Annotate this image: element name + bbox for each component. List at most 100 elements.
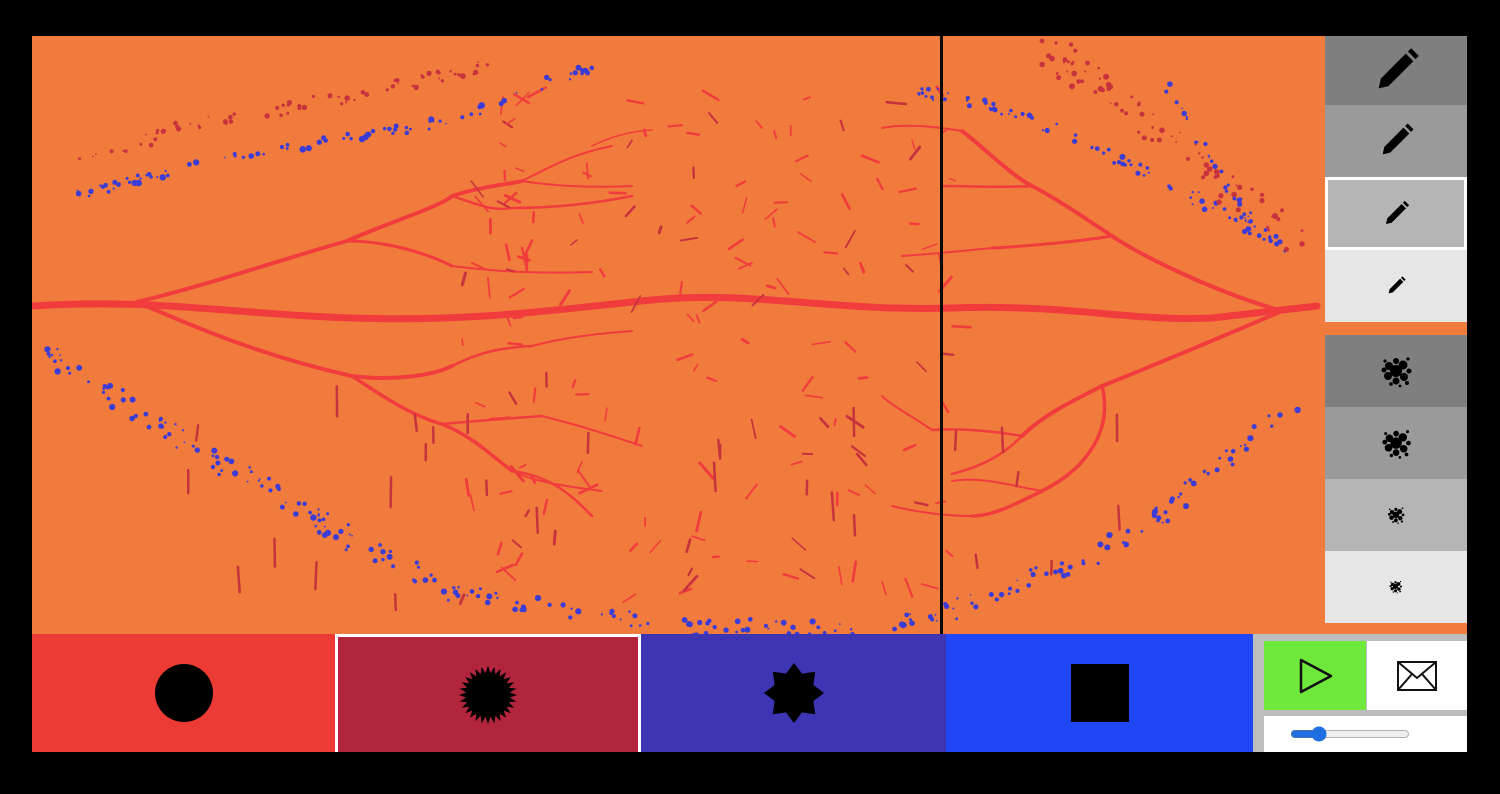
stroke [571,378,577,389]
drawing-strokes [32,38,1321,634]
instrument-spiky[interactable] [335,634,641,752]
stroke [695,510,703,533]
stroke [951,324,972,329]
spray-dot [246,480,249,483]
spray-dot [1218,456,1222,460]
stroke [1000,426,1005,454]
stroke [458,593,466,606]
spray-dot [1263,228,1268,232]
spray-dot [323,138,329,143]
spray-dot [385,88,389,92]
spray-dot [1156,137,1162,143]
stroke [802,96,812,101]
spray-size-spray-large[interactable] [1325,407,1467,479]
stroke [503,191,518,205]
stroke [509,465,525,483]
spray-dot [1015,588,1020,594]
spray-dot [181,429,185,432]
spray-dot [44,346,51,353]
send-button[interactable] [1367,641,1467,710]
spray-dot [279,504,285,510]
spray-dot [381,557,385,562]
spray-dot [1028,583,1031,587]
spray-dot [1069,83,1075,90]
spray-dot [1053,569,1058,575]
spray-dot [1165,518,1171,524]
spray-dot [345,101,348,104]
spray-dot [1145,166,1150,170]
spray-dot [452,586,456,590]
spray-dot [109,403,116,411]
spray-dot [1076,79,1081,84]
drawing-canvas[interactable] [32,36,1325,634]
spray-dot [189,122,192,125]
spray-dot [378,543,382,547]
brush-size-pencil-large[interactable] [1325,105,1467,177]
spray-dot [1030,571,1036,578]
pencil-icon [1382,123,1414,155]
spray-dot [1057,567,1064,574]
spray-dot [628,610,631,613]
spray-dot [120,397,126,403]
spray-dot [380,549,386,555]
spray-dot [1232,196,1237,201]
spray-dot [1123,541,1130,548]
spray-dot [1103,73,1110,80]
spray-dot [429,573,433,577]
spray-dot [337,95,341,98]
spray-dot [1198,152,1201,155]
spray-dot [1062,57,1068,63]
spray-dot [165,173,170,178]
spray-dot [1213,169,1220,175]
spray-dot [397,82,400,85]
spray-dot [1174,100,1179,105]
spray-dot [763,623,769,628]
spray-dot [106,396,111,401]
spray-dot [519,607,524,613]
stroke [908,222,920,226]
stroke [764,208,778,221]
instrument-circle[interactable] [32,634,335,752]
spray-dot [155,131,159,135]
instrument-star[interactable] [641,634,946,752]
stroke [630,295,642,313]
stroke [679,236,699,242]
stroke [921,243,938,251]
stroke [796,231,816,244]
spray-dot [1247,435,1254,442]
spray-dot [955,617,959,621]
spray-dot [386,553,393,560]
spray-size-spray-medium[interactable] [1325,479,1467,551]
spray-dot [632,613,638,619]
spray-dot [48,355,51,358]
brush-size-pencil-small[interactable] [1325,250,1467,322]
spray-dot [1000,112,1003,116]
spray-dot [1203,170,1210,177]
spray-dot [475,63,480,68]
brush-size-panel [1325,36,1467,322]
play-button[interactable] [1264,641,1366,710]
stroke [135,179,524,304]
stroke [916,361,927,373]
spray-dot [387,126,392,132]
instrument-square[interactable] [946,634,1253,752]
stroke [799,172,813,183]
stroke [502,120,514,129]
tempo-slider[interactable] [1290,726,1410,742]
circle-icon [154,664,213,722]
spray-dot [440,79,445,83]
spray-dot [568,615,573,620]
spray-dot [611,614,616,619]
stroke [586,162,589,180]
spray-dot [382,126,387,131]
brush-size-pencil-medium[interactable] [1325,177,1467,250]
spray-dot [1119,153,1126,160]
spray-dot [1007,112,1010,115]
spray-size-spray-small[interactable] [1325,551,1467,623]
spray-dot [257,479,260,482]
stroke [32,293,1321,323]
spray-dot [1256,233,1262,239]
spray-dot [145,133,147,136]
spray-size-spray-extra-large[interactable] [1325,335,1467,407]
brush-size-pencil-extra-large[interactable] [1325,36,1467,105]
